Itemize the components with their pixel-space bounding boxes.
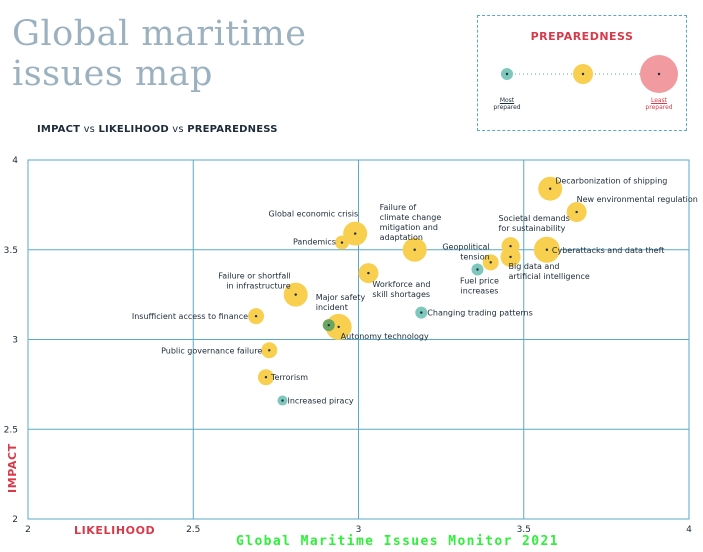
data-point-dot: [353, 232, 357, 235]
subtitle-vs-2: vs: [168, 124, 188, 135]
legend-most-line2: prepared: [493, 104, 521, 111]
data-label: Decarbonization of shipping: [555, 177, 667, 186]
legend-most-dot: [505, 72, 509, 76]
data-point-dot: [367, 271, 370, 275]
legend-mid-dot: [581, 72, 585, 76]
data-label: Fuel price increases: [460, 276, 499, 295]
legend-least-line2: prepared: [645, 104, 673, 111]
data-point-dot: [268, 349, 271, 352]
data-point-dot: [264, 375, 268, 379]
data-point-dot: [545, 248, 549, 251]
data-point-dot: [489, 261, 492, 264]
footer-caption: Global Maritime Issues Monitor 2021: [236, 534, 559, 549]
data-label: Global economic crisis: [269, 210, 359, 219]
data-label: Insufficient access to finance: [132, 312, 248, 321]
data-point-dot: [413, 248, 416, 251]
data-label: Failure of climate change mitigation and ad…: [380, 203, 442, 242]
data-label: Major safety incident: [316, 293, 366, 312]
data-point-dot: [281, 399, 284, 402]
legend-graphic: [501, 55, 678, 93]
data-point-dot: [548, 187, 552, 190]
legend-least-line1: Least: [650, 97, 668, 104]
subtitle-likelihood: LIKELIHOOD: [98, 124, 169, 135]
data-point-dot: [509, 244, 512, 248]
data-point-dot: [327, 323, 330, 327]
subtitle-impact: IMPACT: [37, 124, 81, 135]
data-label: Autonomy technology: [341, 332, 429, 341]
data-label: Geopolitical tension: [442, 242, 489, 261]
y-tick-label: 3.5: [4, 246, 18, 256]
y-tick-label: 4: [12, 156, 18, 166]
x-tick-label: 2.5: [186, 525, 200, 535]
data-label: Changing trading patterns: [427, 309, 533, 318]
legend-least-dot: [657, 72, 661, 76]
data-label: Workforce and skill shortages: [372, 280, 430, 299]
legend-most-line1: Most: [499, 97, 515, 104]
preparedness-legend: PREPAREDNESS Most prepared Least prepare…: [477, 15, 687, 131]
data-label: Societal demands for sustainability: [499, 214, 570, 233]
subtitle-vs-1: vs: [80, 124, 99, 135]
data-label: Increased piracy: [287, 397, 353, 406]
x-tick-label: 3: [356, 525, 362, 535]
page-title: Global maritime issues map: [12, 14, 307, 94]
data-label: Public governance failure: [161, 346, 262, 355]
x-tick-label: 4: [686, 525, 692, 535]
x-axis-title: LIKELIHOOD: [74, 524, 156, 537]
data-label: New environmental regulation: [577, 195, 698, 204]
subtitle-preparedness: PREPAREDNESS: [187, 124, 278, 135]
legend-title: PREPAREDNESS: [530, 30, 634, 43]
data-label: Big data and artificial intelligence: [509, 262, 590, 281]
data-point-dot: [509, 255, 512, 259]
data-point-dot: [340, 241, 344, 244]
data-label: Cyberattacks and data theft: [552, 246, 665, 255]
data-point-dot: [294, 293, 297, 296]
data-label: Pandemics: [293, 238, 336, 247]
y-tick-label: 2.5: [4, 425, 18, 435]
x-tick-label: 3.5: [517, 525, 531, 535]
data-point-dot: [575, 210, 578, 214]
y-tick-label: 3: [12, 336, 18, 346]
data-point-dot: [476, 268, 479, 271]
y-tick-label: 2: [12, 515, 18, 525]
data-label: Failure or shortfall in infrastructure: [218, 272, 290, 291]
legend-least-label: Least prepared: [639, 97, 679, 111]
legend-most-label: Most prepared: [487, 97, 527, 111]
x-tick-label: 2: [25, 525, 31, 535]
data-point-dot: [254, 314, 258, 318]
chart-subtitle: IMPACT vs LIKELIHOOD vs PREPAREDNESS: [37, 124, 278, 135]
data-point-dot: [337, 325, 340, 329]
data-point-dot: [420, 311, 423, 314]
data-label: Terrorism: [270, 373, 308, 382]
y-axis-title: IMPACT: [6, 443, 19, 493]
